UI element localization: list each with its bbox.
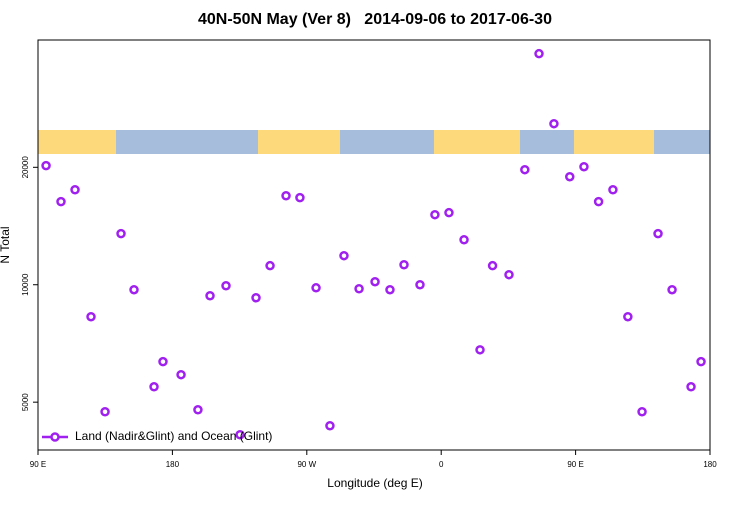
point xyxy=(686,382,696,392)
legend-marker xyxy=(50,432,60,442)
point xyxy=(149,382,159,392)
point xyxy=(667,284,677,295)
x-axis-label: Longitude (deg E) xyxy=(327,476,422,490)
x-tick-label: 0 xyxy=(439,460,444,469)
y-tick-label: 10000 xyxy=(21,273,30,296)
point xyxy=(623,311,633,322)
point xyxy=(251,293,261,303)
point xyxy=(534,48,544,59)
point xyxy=(86,311,96,322)
point xyxy=(637,406,647,417)
x-tick-label: 180 xyxy=(703,460,717,469)
point xyxy=(520,164,530,175)
point xyxy=(205,291,215,301)
point xyxy=(444,207,454,218)
point xyxy=(221,281,231,291)
point xyxy=(70,184,80,195)
point xyxy=(193,405,203,415)
point xyxy=(176,369,186,380)
map-band xyxy=(38,130,710,154)
point xyxy=(608,184,618,195)
point xyxy=(565,171,575,182)
point xyxy=(265,260,275,271)
y-tick-label: 20000 xyxy=(21,156,30,179)
point xyxy=(415,279,425,290)
point xyxy=(399,260,409,270)
point xyxy=(593,196,604,207)
x-tick-label: 90 W xyxy=(297,460,316,469)
point xyxy=(295,192,305,203)
point xyxy=(311,283,321,293)
point xyxy=(281,190,291,201)
point xyxy=(41,160,51,171)
point xyxy=(354,284,364,294)
point xyxy=(235,430,245,440)
x-tick-label: 90 E xyxy=(30,460,46,469)
y-axis-label: N Total xyxy=(0,226,12,263)
x-tick-label: 180 xyxy=(166,460,180,469)
chart-title: 40N-50N May (Ver 8) 2014-09-06 to 2017-0… xyxy=(198,11,552,28)
point xyxy=(100,406,110,417)
point xyxy=(504,269,514,280)
point xyxy=(339,250,349,261)
point xyxy=(549,118,559,129)
point xyxy=(325,421,335,431)
y-tick-label: 5000 xyxy=(21,393,30,411)
point xyxy=(459,235,469,245)
point xyxy=(696,356,706,367)
point xyxy=(653,228,663,239)
x-tick-label: 90 E xyxy=(567,460,583,469)
point xyxy=(385,284,395,295)
legend-label: Land (Nadir&Glint) and Ocean (Glint) xyxy=(75,429,272,443)
plot-frame xyxy=(37,39,711,451)
point xyxy=(56,196,66,207)
point xyxy=(370,276,380,287)
point xyxy=(579,161,589,172)
point xyxy=(475,345,485,355)
point xyxy=(129,284,139,295)
point xyxy=(116,228,126,239)
point xyxy=(158,356,168,367)
point xyxy=(430,209,440,220)
point xyxy=(487,260,498,271)
